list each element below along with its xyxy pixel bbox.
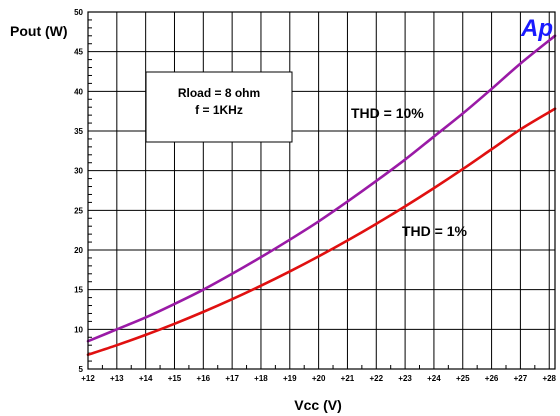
y-tick-label: 35 — [74, 127, 83, 136]
y-tick-label: 20 — [74, 246, 83, 255]
x-tick-label: +20 — [312, 374, 326, 383]
x-tick-label: +27 — [514, 374, 528, 383]
conditions-box — [145, 71, 293, 143]
ap-logo: Ap — [520, 15, 553, 42]
y-tick-label: 40 — [74, 87, 83, 96]
series-layer — [86, 34, 557, 357]
x-tick-label: +28 — [542, 374, 556, 383]
thd-10-label: THD = 10% — [351, 105, 424, 121]
x-tick-label: +23 — [398, 374, 412, 383]
y-tick-label: 30 — [74, 167, 83, 176]
x-tick-label: +25 — [456, 374, 470, 383]
y-tick-label: 50 — [74, 8, 83, 17]
x-tick-label: +18 — [254, 374, 268, 383]
box-line-rload: Rload = 8 ohm — [178, 86, 260, 100]
chart-grid — [87, 11, 555, 370]
y-tick-label: 5 — [79, 365, 84, 374]
x-tick-label: +12 — [81, 374, 95, 383]
x-tick-label: +16 — [197, 374, 211, 383]
plot-frame — [87, 11, 556, 370]
x-axis-title: Vcc (V) — [294, 397, 341, 413]
box-line-frequency: f = 1KHz — [195, 103, 243, 117]
x-tick-label: +13 — [110, 374, 124, 383]
x-tick-label: +19 — [283, 374, 297, 383]
x-tick-label: +15 — [168, 374, 182, 383]
series-line-thd-10 — [86, 34, 557, 343]
thd-1-label: THD = 1% — [402, 223, 468, 239]
y-tick-label: 25 — [74, 206, 83, 215]
x-tick-label: +17 — [225, 374, 239, 383]
y-axis-title: Pout (W) — [10, 23, 68, 39]
x-tick-label: +22 — [369, 374, 383, 383]
y-tick-label: 15 — [74, 286, 83, 295]
series-line-thd-1 — [86, 107, 557, 357]
chart-ticks: +12 +13 +14 +15 +16 +17 +18 +19 +20 +21 +22 +23 +24 +… — [74, 8, 556, 383]
y-tick-label: 10 — [74, 325, 83, 334]
x-tick-label: +21 — [341, 374, 355, 383]
x-tick-label: +14 — [139, 374, 153, 383]
y-tick-label: 45 — [74, 48, 83, 57]
x-tick-label: +26 — [485, 374, 499, 383]
x-tick-label: +24 — [427, 374, 441, 383]
